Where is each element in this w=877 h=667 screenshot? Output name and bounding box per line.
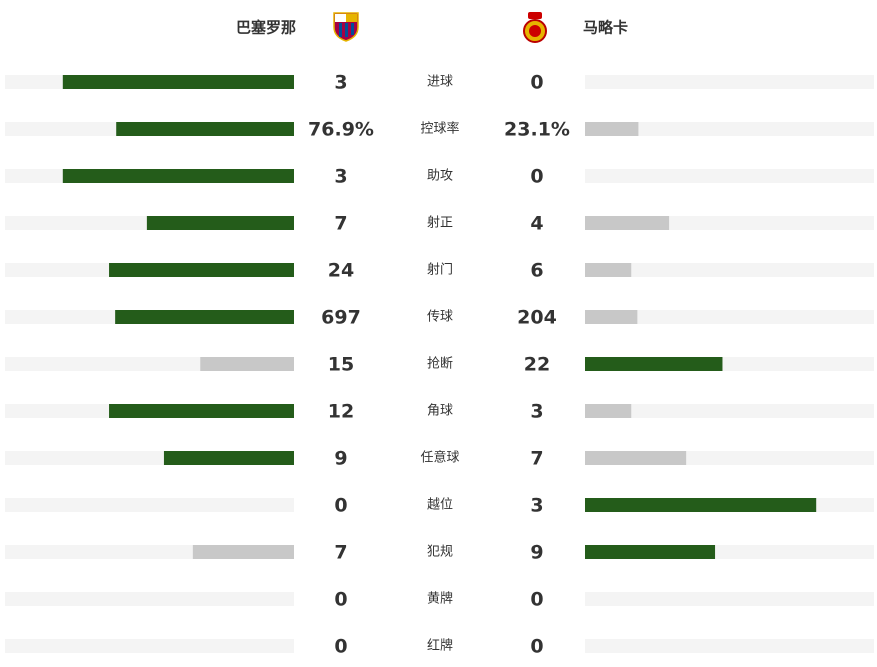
home-bar [146, 216, 294, 230]
away-bar [585, 498, 817, 512]
home-bar [62, 169, 294, 183]
stat-label: 黄牌 [427, 591, 453, 607]
home-bar [163, 451, 294, 465]
stat-label: 犯规 [427, 545, 453, 560]
away-value: 0 [530, 636, 543, 658]
stat-label: 射门 [427, 262, 453, 278]
away-logo [523, 12, 547, 43]
home-value: 7 [334, 213, 347, 235]
bar-track [5, 498, 294, 512]
away-value: 22 [524, 354, 550, 376]
home-bar [116, 122, 294, 136]
stat-label: 角球 [427, 404, 453, 419]
away-bar [585, 545, 716, 559]
home-bar [115, 310, 294, 324]
away-bar [585, 451, 687, 465]
stat-label: 红牌 [427, 638, 453, 654]
away-value: 204 [517, 307, 557, 329]
bar-track [5, 592, 294, 606]
away-value: 23.1% [504, 119, 570, 141]
stat-label: 进球 [427, 75, 453, 90]
away-value: 0 [530, 589, 543, 611]
stat-label: 传球 [427, 310, 453, 325]
away-bar [585, 310, 638, 324]
away-team: 马略卡 [583, 19, 628, 37]
stat-label: 越位 [427, 498, 453, 513]
home-value: 9 [334, 448, 347, 470]
away-bar [585, 263, 632, 277]
away-value: 9 [530, 542, 543, 564]
bar-track [5, 639, 294, 653]
home-bar [109, 263, 294, 277]
away-bar [585, 404, 632, 418]
home-bar [200, 357, 294, 371]
home-value: 24 [328, 260, 354, 282]
home-value: 3 [334, 166, 347, 188]
bar-track [585, 169, 874, 183]
bar-track [585, 310, 874, 324]
home-value: 0 [334, 589, 347, 611]
away-value: 7 [530, 448, 543, 470]
home-value: 76.9% [308, 119, 374, 141]
away-value: 4 [530, 213, 543, 235]
home-value: 697 [321, 307, 361, 329]
home-team: 巴塞罗那 [236, 19, 296, 37]
away-value: 0 [530, 166, 543, 188]
stat-label: 控球率 [420, 121, 459, 137]
away-value: 3 [530, 401, 543, 423]
home-value: 0 [334, 495, 347, 517]
home-bar [109, 404, 294, 418]
away-value: 0 [530, 72, 543, 94]
away-bar [585, 122, 639, 136]
bar-track [585, 263, 874, 277]
bar-track [585, 592, 874, 606]
home-value: 7 [334, 542, 347, 564]
home-logo [333, 12, 359, 42]
home-bar [192, 545, 294, 559]
home-value: 0 [334, 636, 347, 658]
away-value: 6 [530, 260, 543, 282]
home-value: 15 [328, 354, 354, 376]
bar-track [585, 75, 874, 89]
stat-label: 任意球 [420, 450, 459, 466]
stat-label: 抢断 [427, 356, 453, 372]
home-value: 12 [328, 401, 354, 423]
away-bar [585, 216, 670, 230]
stat-label: 助攻 [427, 169, 453, 184]
bar-track [585, 122, 874, 136]
home-value: 3 [334, 72, 347, 94]
away-value: 3 [530, 495, 543, 517]
home-bar [62, 75, 294, 89]
stat-label: 射正 [427, 215, 453, 231]
bar-track [585, 639, 874, 653]
away-bar [585, 357, 723, 371]
bar-track [585, 404, 874, 418]
